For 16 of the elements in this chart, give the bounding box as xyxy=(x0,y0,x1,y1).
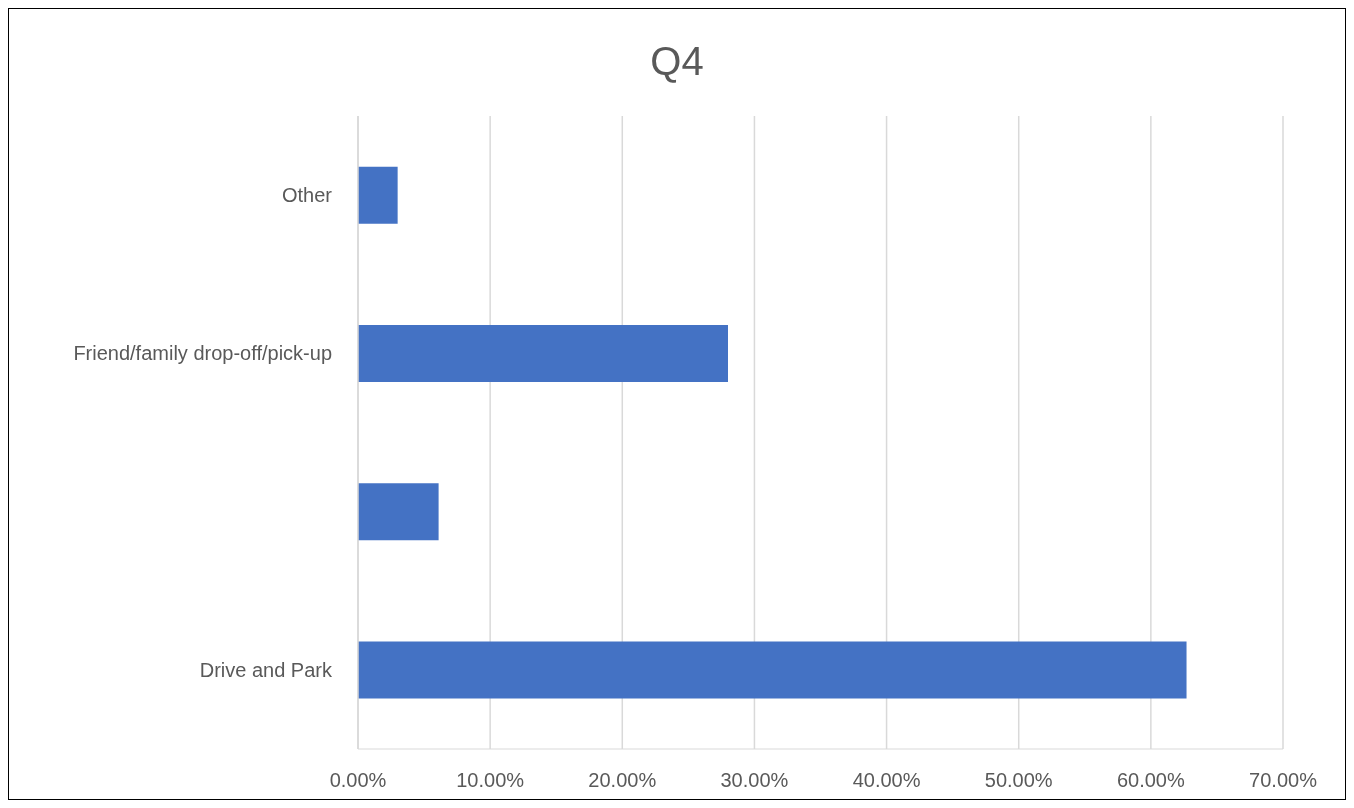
x-tick-label: 50.00% xyxy=(984,769,1053,792)
x-tick-label: 40.00% xyxy=(852,769,921,792)
y-tick-label: Drive and Park xyxy=(199,658,333,681)
bar xyxy=(358,324,728,382)
bar xyxy=(358,166,398,224)
x-tick-label: 30.00% xyxy=(720,769,789,792)
y-tick-label: Other xyxy=(281,184,333,207)
x-tick-label: 10.00% xyxy=(456,769,525,792)
y-tick-label: Friend/family drop-off/pick-up xyxy=(73,342,332,365)
bar xyxy=(358,641,1187,699)
x-tick-label: 70.00% xyxy=(1249,769,1318,792)
x-tick-label: 60.00% xyxy=(1116,769,1185,792)
x-tick-label: 20.00% xyxy=(588,769,657,792)
chart-title: Q4 xyxy=(649,38,705,85)
x-tick-label: 0.00% xyxy=(329,769,387,792)
bar xyxy=(358,483,439,541)
